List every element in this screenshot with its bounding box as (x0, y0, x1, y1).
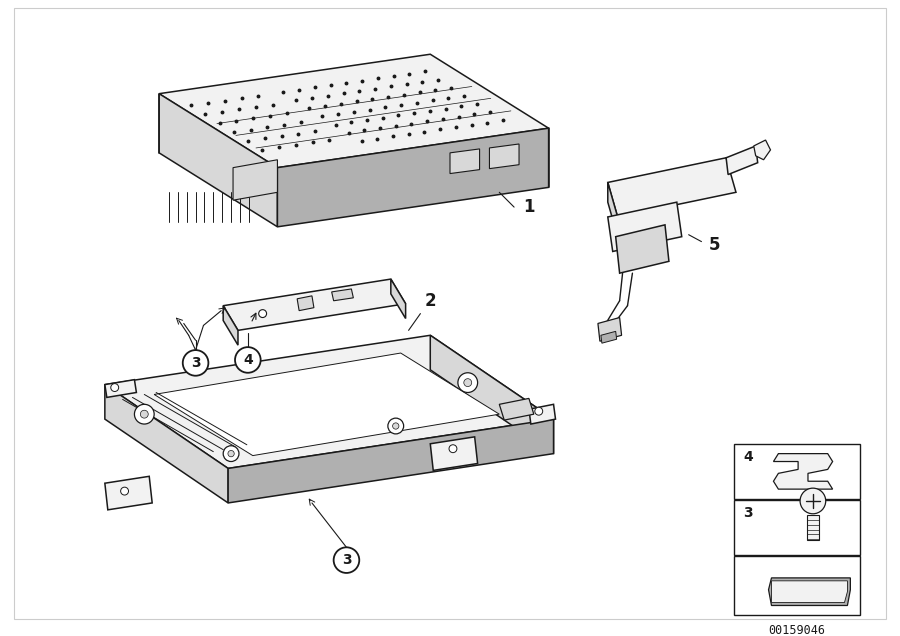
Polygon shape (104, 380, 137, 398)
Bar (734, 444, 860, 499)
Circle shape (258, 310, 266, 317)
Circle shape (140, 410, 148, 418)
Polygon shape (430, 335, 554, 453)
Polygon shape (430, 437, 478, 471)
Polygon shape (616, 225, 669, 273)
Polygon shape (490, 144, 519, 169)
Circle shape (183, 350, 209, 376)
Polygon shape (159, 93, 277, 227)
Circle shape (223, 446, 239, 462)
Text: 3: 3 (743, 506, 752, 520)
Polygon shape (277, 128, 549, 227)
Polygon shape (223, 279, 406, 330)
Polygon shape (608, 158, 736, 217)
Polygon shape (598, 317, 622, 341)
Polygon shape (529, 404, 555, 424)
Polygon shape (608, 183, 617, 237)
Circle shape (464, 378, 472, 387)
Circle shape (458, 373, 478, 392)
Polygon shape (104, 476, 152, 510)
Text: 3: 3 (342, 553, 351, 567)
Polygon shape (391, 279, 406, 319)
Polygon shape (726, 146, 758, 174)
Polygon shape (771, 581, 848, 602)
Text: 2: 2 (425, 292, 436, 310)
Polygon shape (154, 353, 500, 455)
Circle shape (111, 384, 119, 392)
Text: 00159046: 00159046 (769, 624, 825, 636)
Polygon shape (228, 419, 554, 503)
Circle shape (392, 423, 399, 429)
Text: 1: 1 (523, 198, 535, 216)
Circle shape (388, 418, 404, 434)
Circle shape (535, 407, 543, 415)
Circle shape (134, 404, 154, 424)
Polygon shape (608, 202, 681, 251)
Bar (734, 556, 860, 616)
Text: 5: 5 (708, 235, 720, 254)
Text: 4: 4 (243, 353, 253, 367)
Polygon shape (159, 54, 549, 168)
Polygon shape (601, 331, 617, 343)
Circle shape (228, 450, 234, 457)
Circle shape (235, 347, 261, 373)
Polygon shape (753, 140, 770, 160)
Polygon shape (223, 306, 238, 345)
Bar (807, 515, 819, 541)
Circle shape (334, 548, 359, 573)
Circle shape (800, 488, 825, 514)
Polygon shape (450, 149, 480, 174)
Polygon shape (104, 385, 228, 503)
Polygon shape (297, 296, 314, 310)
Polygon shape (104, 335, 554, 469)
Circle shape (121, 487, 129, 495)
Polygon shape (769, 578, 850, 605)
Polygon shape (500, 398, 534, 420)
Polygon shape (233, 160, 277, 200)
Polygon shape (332, 289, 354, 301)
Circle shape (449, 445, 457, 453)
Bar (734, 500, 860, 555)
Text: 3: 3 (191, 356, 201, 370)
Polygon shape (773, 453, 833, 489)
Text: 4: 4 (742, 450, 752, 464)
